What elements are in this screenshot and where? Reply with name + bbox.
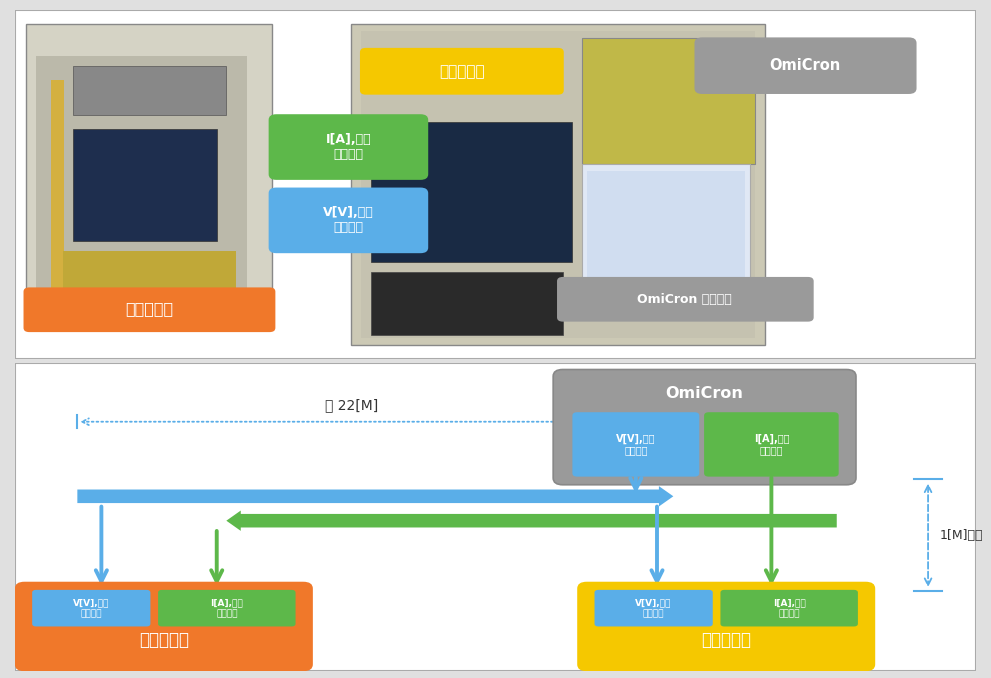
Text: I[A],위상
가변입력: I[A],위상 가변입력 [773,599,806,618]
FancyBboxPatch shape [159,590,295,626]
FancyArrow shape [226,511,836,531]
Text: V[V],위상
가변출력: V[V],위상 가변출력 [616,433,656,456]
FancyArrow shape [77,486,673,506]
FancyBboxPatch shape [15,582,313,671]
FancyBboxPatch shape [24,287,275,332]
FancyBboxPatch shape [269,188,428,253]
Text: I[A],위상
가변출력: I[A],위상 가변출력 [753,433,789,456]
FancyBboxPatch shape [720,590,858,626]
FancyBboxPatch shape [577,582,875,671]
Text: I[A],위상
가변출력: I[A],위상 가변출력 [326,133,372,161]
FancyBboxPatch shape [704,412,838,477]
Bar [582,38,755,164]
Text: 미터링장치: 미터링장치 [126,302,173,317]
Text: OmiCron 제어화면: OmiCron 제어화면 [637,293,732,306]
Text: 전력분석기: 전력분석기 [702,631,751,649]
FancyBboxPatch shape [269,114,428,180]
Bar [63,251,236,321]
Text: OmiCron: OmiCron [769,58,840,73]
Text: 1[M]미만: 1[M]미만 [939,529,983,542]
Text: 약 22[M]: 약 22[M] [325,398,378,412]
FancyBboxPatch shape [695,37,917,94]
Bar [36,56,248,321]
FancyBboxPatch shape [553,370,856,485]
Text: V[V],위상
가변입력: V[V],위상 가변입력 [73,599,109,618]
Text: V[V],위상
가변입력: V[V],위상 가변입력 [635,599,672,618]
Bar [27,24,272,328]
FancyBboxPatch shape [32,590,151,626]
Text: V[V],위상
가변출력: V[V],위상 가변출력 [323,206,374,235]
Text: 미터링장치: 미터링장치 [139,631,189,649]
FancyBboxPatch shape [360,48,564,95]
FancyBboxPatch shape [573,412,700,477]
Bar [52,80,63,317]
Bar [72,129,217,241]
Bar [72,66,226,115]
FancyBboxPatch shape [595,590,713,626]
Text: OmiCron: OmiCron [665,386,743,401]
Bar [361,31,755,338]
Bar [352,24,765,345]
Bar [582,164,750,304]
Text: I[A],위상
가변입력: I[A],위상 가변입력 [210,599,243,618]
Text: 전력분석기: 전력분석기 [439,64,485,79]
Bar [587,171,745,300]
FancyBboxPatch shape [557,277,814,321]
Bar [371,122,573,262]
Bar [371,272,563,335]
